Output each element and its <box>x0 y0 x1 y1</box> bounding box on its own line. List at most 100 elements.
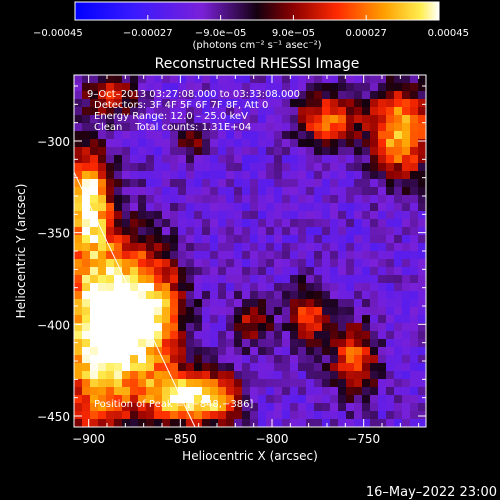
heatmap-cell <box>338 131 347 140</box>
heatmap-cell <box>234 267 243 276</box>
heatmap-cell <box>338 419 347 428</box>
heatmap-cell <box>378 251 387 260</box>
heatmap-cell <box>242 331 251 340</box>
heatmap-cell <box>314 99 323 108</box>
heatmap-cell <box>386 123 395 132</box>
colorbar-tick-label: 0.00027 <box>346 28 387 39</box>
heatmap-cell <box>98 243 107 252</box>
heatmap-cell <box>242 307 251 316</box>
heatmap-cell <box>258 259 267 268</box>
heatmap-cell <box>130 195 139 204</box>
heatmap-cell <box>418 219 427 228</box>
heatmap-cell <box>226 163 235 172</box>
heatmap-cell <box>354 347 363 356</box>
heatmap-cell <box>346 147 355 156</box>
heatmap-cell <box>74 411 83 420</box>
heatmap-cell <box>154 171 163 180</box>
heatmap-cell <box>298 115 307 124</box>
heatmap-cell <box>306 219 315 228</box>
heatmap-cell <box>234 179 243 188</box>
heatmap-cell <box>210 315 219 324</box>
heatmap-cell <box>354 307 363 316</box>
heatmap-cell <box>394 371 403 380</box>
heatmap-cell <box>290 131 299 140</box>
heatmap-cell <box>82 283 91 292</box>
heatmap-cell <box>194 203 203 212</box>
heatmap-cell <box>242 211 251 220</box>
heatmap-cell <box>162 339 171 348</box>
heatmap-cell <box>106 251 115 260</box>
heatmap-cell <box>114 403 123 412</box>
heatmap-cell <box>178 195 187 204</box>
heatmap-cell <box>378 163 387 172</box>
heatmap-cell <box>354 267 363 276</box>
heatmap-cell <box>178 99 187 108</box>
heatmap-cell <box>362 171 371 180</box>
heatmap-cell <box>226 379 235 388</box>
heatmap-cell <box>394 99 403 108</box>
heatmap-cell <box>386 139 395 148</box>
heatmap-cell <box>386 187 395 196</box>
heatmap-cell <box>410 259 419 268</box>
heatmap-cell <box>298 171 307 180</box>
heatmap-cell <box>218 155 227 164</box>
heatmap-cell <box>258 355 267 364</box>
heatmap-cell <box>362 291 371 300</box>
heatmap-cell <box>242 227 251 236</box>
heatmap-cell <box>394 259 403 268</box>
heatmap-cell <box>146 115 155 124</box>
heatmap-cell <box>98 307 107 316</box>
heatmap-cell <box>146 355 155 364</box>
heatmap-cell <box>418 99 427 108</box>
heatmap-cell <box>162 171 171 180</box>
heatmap-cell <box>362 235 371 244</box>
heatmap-cell <box>250 235 259 244</box>
heatmap-cell <box>82 139 91 148</box>
heatmap-cell <box>378 91 387 100</box>
heatmap-cell <box>322 291 331 300</box>
heatmap-cell <box>210 235 219 244</box>
heatmap-cell <box>106 379 115 388</box>
heatmap-cell <box>130 243 139 252</box>
heatmap-cell <box>210 187 219 196</box>
heatmap-cell <box>314 371 323 380</box>
heatmap-cell <box>378 107 387 116</box>
heatmap-cell <box>98 203 107 212</box>
heatmap-cell <box>226 267 235 276</box>
heatmap-cell <box>130 131 139 140</box>
heatmap-cell <box>186 419 195 428</box>
heatmap-cell <box>202 91 211 100</box>
heatmap-cell <box>362 115 371 124</box>
heatmap-cell <box>250 363 259 372</box>
heatmap-cell <box>386 115 395 124</box>
heatmap-cell <box>282 419 291 428</box>
heatmap-cell <box>82 371 91 380</box>
heatmap-cell <box>146 107 155 116</box>
heatmap-cell <box>370 187 379 196</box>
heatmap-cell <box>370 243 379 252</box>
heatmap-cell <box>290 251 299 260</box>
heatmap-cell <box>418 163 427 172</box>
heatmap-cell <box>234 283 243 292</box>
heatmap-cell <box>314 131 323 140</box>
heatmap-cell <box>418 419 427 428</box>
heatmap-cell <box>394 203 403 212</box>
heatmap-cell <box>242 163 251 172</box>
heatmap-cell <box>402 155 411 164</box>
heatmap-cell <box>98 339 107 348</box>
heatmap-cell <box>322 419 331 428</box>
heatmap-cell <box>90 395 99 404</box>
heatmap-cell <box>130 323 139 332</box>
heatmap-cell <box>266 395 275 404</box>
heatmap-cell <box>402 235 411 244</box>
heatmap-cell <box>74 291 83 300</box>
heatmap-cell <box>178 307 187 316</box>
heatmap-cell <box>98 131 107 140</box>
heatmap-cell <box>234 307 243 316</box>
heatmap-cell <box>258 211 267 220</box>
heatmap-cell <box>82 155 91 164</box>
heatmap-cell <box>194 275 203 284</box>
heatmap-cell <box>234 123 243 132</box>
heatmap-cell <box>146 259 155 268</box>
